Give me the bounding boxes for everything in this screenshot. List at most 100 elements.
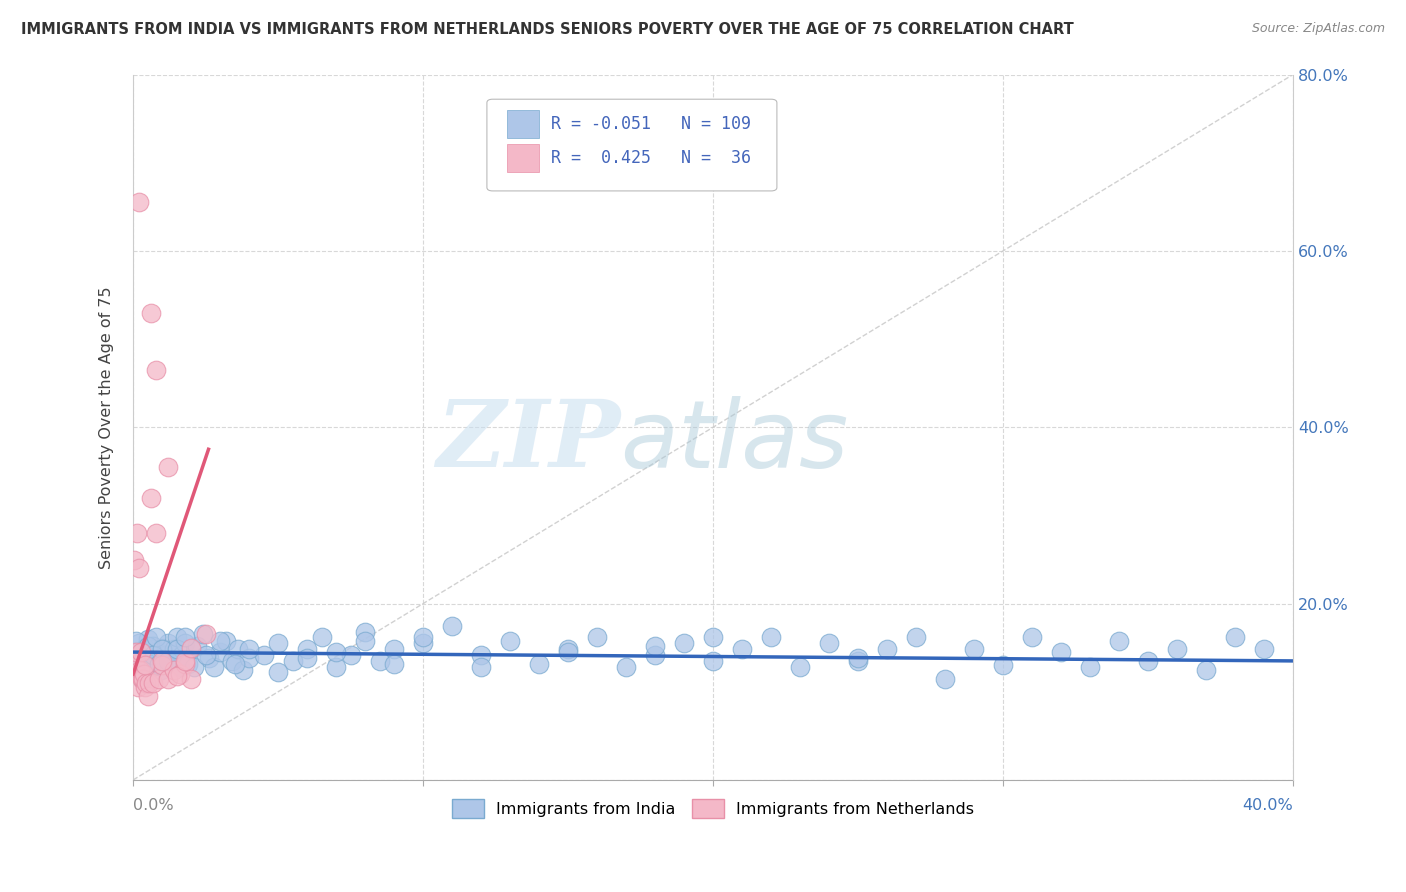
Point bbox=[136, 639, 159, 653]
Point bbox=[128, 195, 150, 210]
Point bbox=[135, 663, 157, 677]
Point bbox=[731, 642, 754, 657]
Point bbox=[311, 630, 333, 644]
Point bbox=[238, 651, 260, 665]
Point bbox=[1078, 660, 1101, 674]
Point bbox=[905, 630, 928, 644]
Point bbox=[149, 663, 172, 677]
Point bbox=[1253, 642, 1275, 657]
Point bbox=[1166, 642, 1188, 657]
Point bbox=[412, 630, 434, 644]
Text: R =  0.425   N =  36: R = 0.425 N = 36 bbox=[551, 149, 751, 167]
Point bbox=[527, 657, 550, 671]
Point bbox=[163, 642, 186, 657]
Point bbox=[156, 672, 179, 686]
Text: 40.0%: 40.0% bbox=[1243, 797, 1294, 813]
Point bbox=[174, 657, 197, 671]
Point bbox=[191, 627, 214, 641]
Point bbox=[150, 642, 173, 657]
Point bbox=[180, 672, 202, 686]
Point bbox=[138, 676, 160, 690]
Point bbox=[197, 651, 219, 665]
Point bbox=[180, 640, 202, 655]
Point bbox=[1108, 633, 1130, 648]
Point bbox=[818, 636, 841, 650]
Text: 0.0%: 0.0% bbox=[134, 797, 174, 813]
Text: atlas: atlas bbox=[620, 396, 849, 487]
Point bbox=[174, 630, 197, 644]
Point bbox=[470, 660, 492, 674]
Point bbox=[166, 630, 188, 644]
Point bbox=[232, 663, 254, 677]
Point bbox=[132, 649, 155, 664]
Point bbox=[991, 658, 1014, 673]
FancyBboxPatch shape bbox=[506, 110, 538, 138]
Point bbox=[557, 642, 579, 657]
Point bbox=[148, 651, 170, 665]
Point bbox=[131, 672, 153, 686]
Point bbox=[614, 660, 637, 674]
Point bbox=[586, 630, 609, 644]
Point bbox=[846, 654, 869, 668]
Point bbox=[673, 636, 696, 650]
Point bbox=[174, 654, 197, 668]
FancyBboxPatch shape bbox=[506, 144, 538, 172]
Point bbox=[368, 654, 391, 668]
Point bbox=[128, 665, 150, 680]
Text: IMMIGRANTS FROM INDIA VS IMMIGRANTS FROM NETHERLANDS SENIORS POVERTY OVER THE AG: IMMIGRANTS FROM INDIA VS IMMIGRANTS FROM… bbox=[21, 22, 1074, 37]
Point bbox=[169, 660, 191, 674]
Point bbox=[876, 642, 898, 657]
Point bbox=[354, 624, 377, 639]
Point bbox=[141, 660, 163, 674]
Point bbox=[441, 618, 464, 632]
Point bbox=[1050, 645, 1073, 659]
Point bbox=[221, 654, 243, 668]
Text: ZIP: ZIP bbox=[436, 396, 620, 486]
Y-axis label: Seniors Poverty Over the Age of 75: Seniors Poverty Over the Age of 75 bbox=[100, 286, 114, 568]
Point bbox=[159, 654, 181, 668]
Point bbox=[238, 642, 260, 657]
Point bbox=[163, 663, 186, 677]
Point bbox=[131, 672, 153, 686]
Point bbox=[281, 654, 304, 668]
Point bbox=[759, 630, 782, 644]
Point bbox=[499, 633, 522, 648]
Point bbox=[470, 648, 492, 662]
Point bbox=[166, 642, 188, 657]
Point bbox=[557, 645, 579, 659]
Point bbox=[215, 633, 238, 648]
Point bbox=[142, 676, 165, 690]
Point bbox=[127, 667, 149, 681]
Text: R = -0.051   N = 109: R = -0.051 N = 109 bbox=[551, 115, 751, 133]
Point bbox=[963, 642, 986, 657]
Point bbox=[142, 639, 165, 653]
Point bbox=[644, 648, 666, 662]
Point bbox=[148, 657, 170, 671]
Point bbox=[145, 363, 167, 377]
Point bbox=[131, 645, 153, 659]
Point bbox=[1137, 654, 1160, 668]
Point bbox=[122, 552, 145, 566]
Point bbox=[177, 657, 200, 671]
Text: Source: ZipAtlas.com: Source: ZipAtlas.com bbox=[1251, 22, 1385, 36]
Point bbox=[145, 526, 167, 541]
Point bbox=[131, 672, 153, 686]
Point bbox=[128, 561, 150, 575]
Point bbox=[150, 640, 173, 655]
Point bbox=[135, 676, 157, 690]
Point bbox=[934, 672, 956, 686]
Legend: Immigrants from India, Immigrants from Netherlands: Immigrants from India, Immigrants from N… bbox=[446, 793, 981, 825]
Point bbox=[125, 633, 148, 648]
Point bbox=[136, 689, 159, 703]
Point bbox=[139, 660, 162, 674]
Point bbox=[1223, 630, 1246, 644]
Point bbox=[1195, 663, 1218, 677]
Point bbox=[295, 651, 318, 665]
Point bbox=[124, 658, 146, 673]
Point bbox=[295, 642, 318, 657]
Point bbox=[209, 633, 232, 648]
Point bbox=[129, 663, 152, 677]
Point bbox=[136, 632, 159, 646]
Point bbox=[339, 648, 361, 662]
Point bbox=[382, 657, 405, 671]
